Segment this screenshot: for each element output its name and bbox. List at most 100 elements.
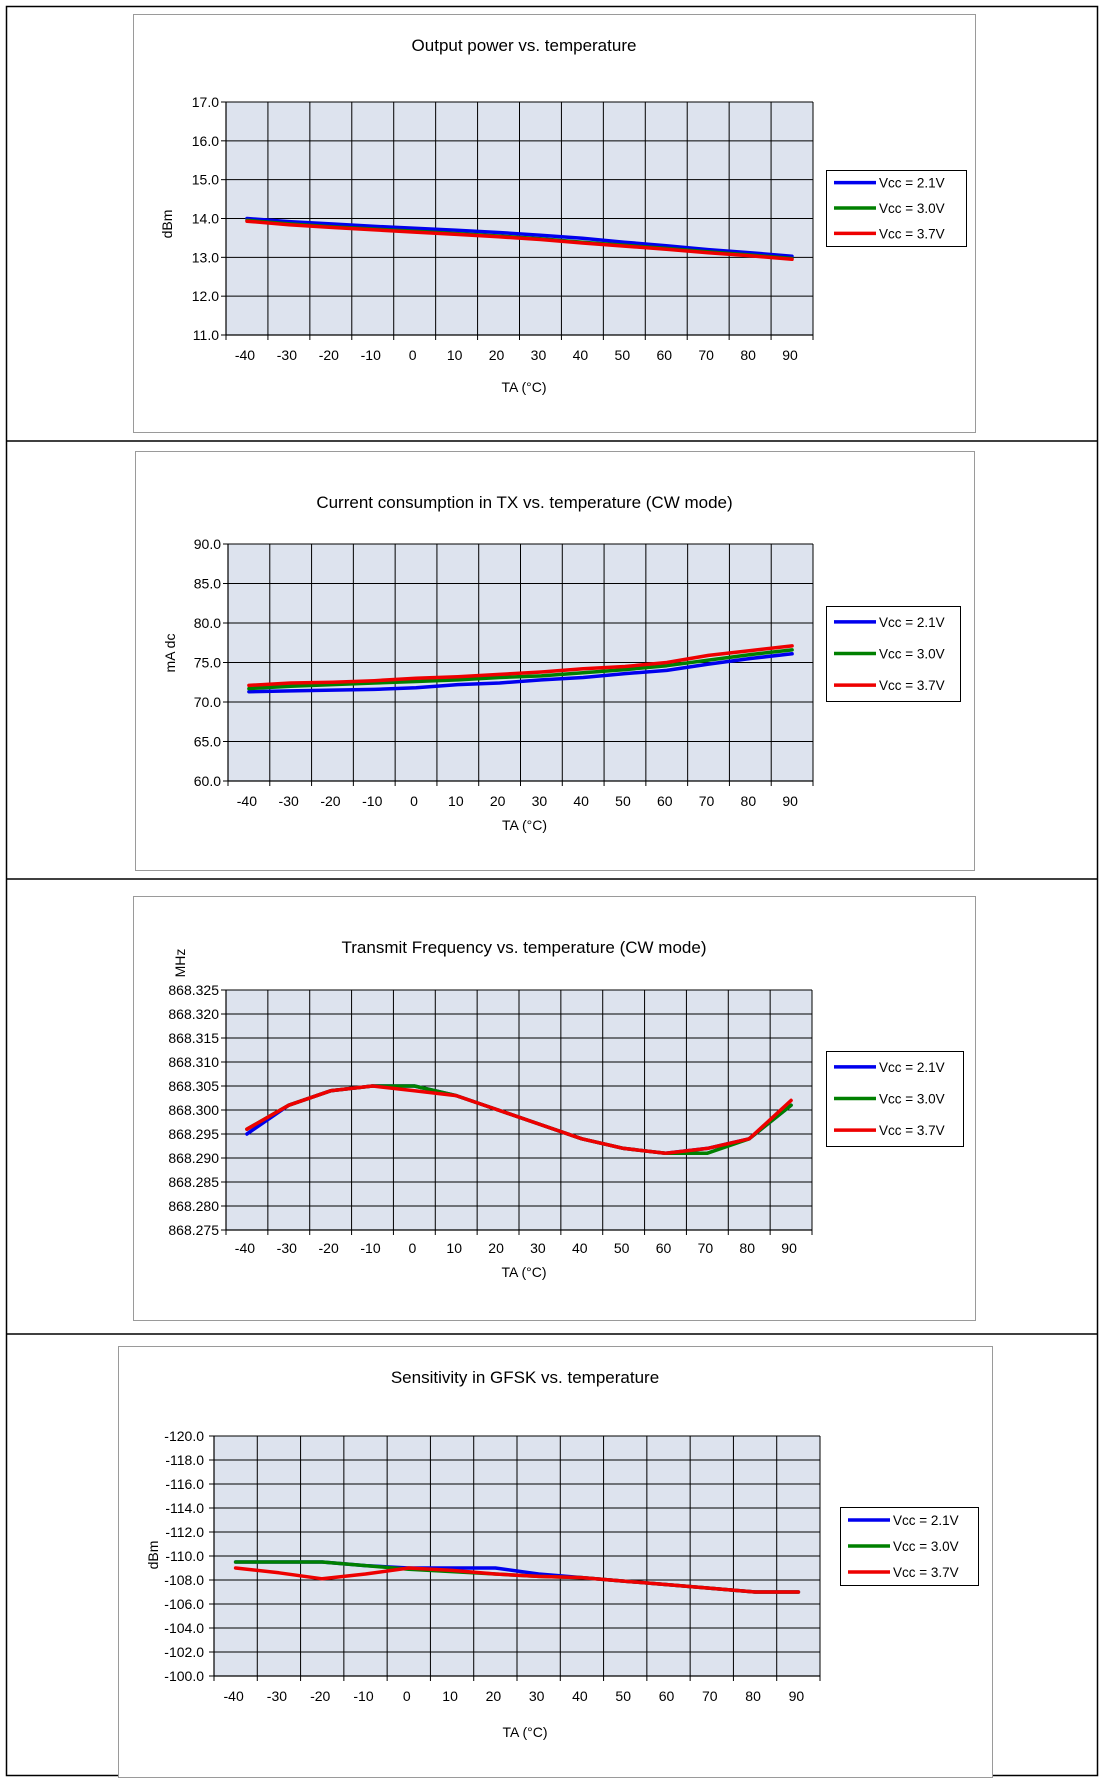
x-tick-label: -10 [361, 347, 381, 363]
x-tick-label: 50 [615, 347, 631, 363]
legend-label: Vcc = 3.7V [879, 1123, 945, 1138]
legend-label: Vcc = 3.7V [879, 678, 945, 693]
series-line-3 [245, 219, 794, 262]
y-tick-label: -104.0 [164, 1620, 204, 1636]
legend: Vcc = 2.1V Vcc = 3.0V Vcc = 3.7V [840, 1507, 979, 1586]
x-tick-label: -30 [279, 793, 299, 809]
x-tick-label: 40 [572, 1688, 588, 1704]
legend-label: Vcc = 3.0V [879, 201, 945, 216]
x-tick-label: -30 [277, 1240, 297, 1256]
y-tick-label: 70.0 [194, 694, 221, 710]
x-tick-label: 90 [781, 1240, 797, 1256]
y-tick-label: 90.0 [194, 536, 221, 552]
x-axis-label: TA (°C) [502, 1724, 547, 1740]
y-axis-label: dBm [159, 210, 175, 239]
x-tick-label: 50 [614, 1240, 630, 1256]
y-tick-label: 60.0 [194, 773, 221, 789]
x-tick-label: 30 [529, 1688, 545, 1704]
y-tick-label: -108.0 [164, 1572, 204, 1588]
y-tick-label: 868.275 [168, 1222, 219, 1238]
y-axis-label: MHz [172, 949, 188, 978]
y-tick-label: 80.0 [194, 615, 221, 631]
x-axis-label: TA (°C) [502, 817, 547, 833]
x-tick-label: 30 [532, 793, 548, 809]
y-tick-label: -100.0 [164, 1668, 204, 1684]
y-tick-label: 16.0 [192, 133, 219, 149]
legend-label: Vcc = 2.1V [879, 615, 945, 630]
x-tick-label: 90 [782, 793, 798, 809]
legend-label: Vcc = 2.1V [893, 1513, 959, 1528]
x-axis-label: TA (°C) [501, 379, 546, 395]
y-axis-label: mA dc [162, 634, 178, 673]
x-tick-label: 90 [782, 347, 798, 363]
y-tick-label: 12.0 [192, 288, 219, 304]
y-tick-label: 868.315 [168, 1030, 219, 1046]
y-tick-label: 15.0 [192, 172, 219, 188]
x-tick-label: -10 [360, 1240, 380, 1256]
y-tick-label: -118.0 [165, 1452, 204, 1468]
legend-label: Vcc = 3.7V [879, 226, 945, 241]
y-tick-label: 868.300 [168, 1102, 219, 1118]
x-tick-label: 60 [656, 347, 672, 363]
chart-title: Transmit Frequency vs. temperature (CW m… [342, 938, 707, 957]
x-tick-label: -20 [320, 793, 340, 809]
y-tick-label: 14.0 [192, 211, 219, 227]
x-tick-label: 80 [740, 347, 756, 363]
x-tick-label: 0 [408, 1240, 416, 1256]
x-tick-label: 60 [657, 793, 673, 809]
x-tick-label: 20 [490, 793, 506, 809]
series-line-1 [245, 216, 794, 258]
legend-label: Vcc = 3.0V [893, 1539, 959, 1554]
chart-title: Sensitivity in GFSK vs. temperature [391, 1368, 659, 1387]
x-tick-label: -20 [319, 1240, 339, 1256]
x-tick-label: 70 [702, 1688, 718, 1704]
y-tick-label: 868.320 [168, 1006, 219, 1022]
x-tick-label: 60 [656, 1240, 672, 1256]
x-tick-label: -40 [235, 347, 255, 363]
x-tick-label: 50 [615, 793, 631, 809]
chart-3: Transmit Frequency vs. temperature (CW m… [133, 896, 976, 1321]
x-tick-label: -40 [237, 793, 257, 809]
legend-label: Vcc = 3.0V [879, 1092, 945, 1107]
x-tick-label: 80 [745, 1688, 761, 1704]
y-tick-label: -114.0 [165, 1500, 204, 1516]
y-tick-label: -110.0 [165, 1548, 204, 1564]
x-tick-label: -10 [353, 1688, 373, 1704]
y-tick-label: 868.280 [168, 1198, 219, 1214]
y-axis-label: dBm [145, 1541, 161, 1570]
x-tick-label: 20 [488, 1240, 504, 1256]
x-tick-label: -30 [277, 347, 297, 363]
x-tick-label: 40 [573, 347, 589, 363]
y-tick-label: -116.0 [165, 1476, 204, 1492]
chart-title: Current consumption in TX vs. temperatur… [316, 493, 732, 512]
x-tick-label: 30 [531, 347, 547, 363]
x-tick-label: -40 [224, 1688, 244, 1704]
x-tick-label: 80 [739, 1240, 755, 1256]
x-tick-label: 70 [698, 1240, 714, 1256]
x-tick-label: 70 [699, 793, 715, 809]
chart-4: Sensitivity in GFSK vs. temperature -100.… [118, 1346, 993, 1778]
y-tick-label: 85.0 [194, 576, 221, 592]
y-tick-label: 868.290 [168, 1150, 219, 1166]
x-tick-label: 0 [403, 1688, 411, 1704]
x-tick-label: -20 [310, 1688, 330, 1704]
legend-label: Vcc = 2.1V [879, 176, 945, 191]
legend: Vcc = 2.1V Vcc = 3.0V Vcc = 3.7V [826, 170, 967, 247]
chart-1: Output power vs. temperature 11.0 12.0 13.0… [133, 14, 976, 433]
x-tick-label: 10 [447, 347, 463, 363]
x-tick-label: 10 [446, 1240, 462, 1256]
y-tick-label: 75.0 [194, 655, 221, 671]
y-tick-label: 11.0 [193, 327, 219, 343]
legend: Vcc = 2.1V Vcc = 3.0V Vcc = 3.7V [826, 606, 961, 702]
x-tick-label: 50 [615, 1688, 631, 1704]
x-tick-label: -10 [362, 793, 382, 809]
x-tick-label: -40 [235, 1240, 255, 1256]
legend-label: Vcc = 3.7V [893, 1565, 959, 1580]
x-tick-label: 30 [530, 1240, 546, 1256]
x-tick-label: 10 [448, 793, 464, 809]
y-tick-label: 868.325 [168, 982, 219, 998]
x-tick-label: 70 [698, 347, 714, 363]
legend-label: Vcc = 2.1V [879, 1060, 945, 1075]
y-tick-label: 13.0 [192, 249, 219, 265]
